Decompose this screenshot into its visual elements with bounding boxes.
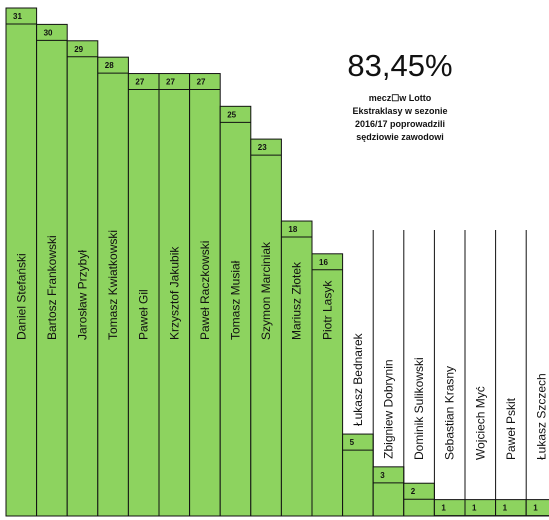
bar-value-label: 1 [441,504,446,513]
bar-category-label: Paweł Pskit [504,397,518,460]
bar-value-label: 30 [44,28,53,37]
bar-category-label: Jarosław Przybył [76,250,90,340]
bar-value-label: 16 [319,258,328,267]
bar-value-label: 31 [13,12,22,21]
bar-value-label: 27 [166,78,175,87]
bar-category-label: Paweł Raczkowski [198,241,212,340]
bar [5,7,38,517]
bar-category-label: Wojciech Myć [473,386,487,460]
bar [219,105,252,517]
bar-value-label: 28 [105,61,114,70]
bar-value-label: 1 [503,504,508,513]
bar-category-label: Szymon Marciniak [259,241,273,340]
bar-value-label: 3 [380,471,385,480]
bar [250,138,282,517]
headline-caption: mecz☐w Lotto Ekstraklasy w sezonie 2016/… [352,93,448,142]
bar-category-label: Dominik Sulikowski [412,357,426,460]
bar [342,433,374,517]
bar-value-label: 2 [411,487,416,496]
bar [311,253,344,517]
bar-category-label: Mariusz Złotek [290,261,304,340]
bar-category-label: Paweł Gil [137,289,151,340]
bar-category-label: Zbigniew Dobrynin [382,359,396,458]
bar-value-label: 23 [258,143,267,152]
bar-category-label: Łukasz Bednarek [351,332,365,426]
bar [464,499,497,517]
bar-category-label: Tomasz Kwiatkowski [106,230,120,340]
bar [372,466,405,517]
bar-category-label: Bartosz Frankowski [45,235,59,340]
bar-value-label: 5 [350,438,355,447]
bar-category-label: Daniel Stefański [14,253,28,340]
bar-value-label: 27 [135,78,144,87]
headline-percentage: 83,45% [347,48,453,83]
bar [495,499,527,517]
bar-value-label: 18 [288,225,297,234]
bar-value-label: 1 [472,504,477,513]
bar [36,23,68,517]
bar-value-label: 1 [533,504,538,513]
bar-value-label: 27 [197,78,206,87]
bar-category-label: Piotr Lasyk [320,280,334,340]
bar-category-label: Łukasz Szczech [535,373,549,460]
bar-category-label: Krzysztof Jakubik [167,246,181,340]
bar-value-label: 25 [227,110,236,119]
bar-category-label: Sebastian Krasny [443,366,457,460]
bar [433,499,466,517]
bar-value-label: 29 [74,45,83,54]
bar-category-label: Tomasz Musiał [229,260,243,340]
